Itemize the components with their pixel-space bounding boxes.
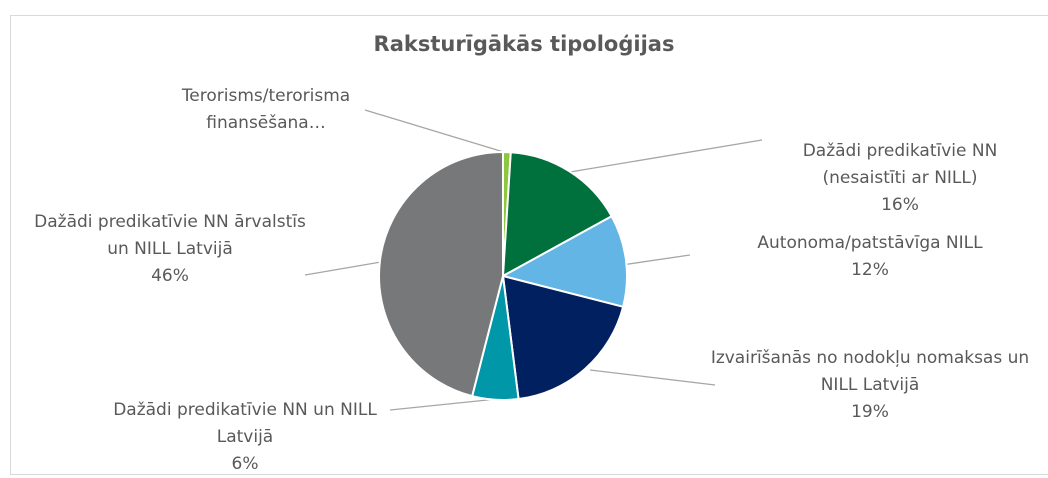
chart <box>304 109 763 411</box>
page: Raksturīgākās tipoloģijas {"chart_data":… <box>10 15 1048 475</box>
leader-line <box>364 109 508 154</box>
data-label: Dažādi predikatīvie NN ārvalstīs un NILL… <box>30 209 310 290</box>
category-label: Autonoma/patstāvīga NILL <box>757 233 983 253</box>
data-label: Autonoma/patstāvīga NILL 12% <box>700 230 1040 284</box>
data-label: Terorisms/terorisma finansēšana… <box>150 83 382 137</box>
category-label: Dažādi predikatīvie NN un NILL Latvijā <box>113 400 377 447</box>
value-label: 6% <box>231 454 259 474</box>
value-label: 12% <box>851 260 889 280</box>
leader-line <box>389 398 498 411</box>
value-label: 19% <box>851 402 889 422</box>
category-label: Terorisms/terorisma finansēšana… <box>181 86 351 133</box>
pie <box>378 150 628 401</box>
leader-line <box>621 254 691 266</box>
leader-lines <box>304 109 763 411</box>
data-label: Dažādi predikatīvie NN (nesaistīti ar NI… <box>770 138 1030 219</box>
pie-slice <box>500 214 628 309</box>
leader-line <box>569 139 763 173</box>
category-label: Dažādi predikatīvie NN (nesaistīti ar NI… <box>802 141 998 188</box>
pie-slice <box>378 150 504 398</box>
leader-line <box>304 261 382 276</box>
data-label: Izvairīšanās no nodokļu nomaksas un NILL… <box>700 345 1040 426</box>
category-label: Izvairīšanās no nodokļu nomaksas un NILL… <box>710 348 1030 395</box>
category-label: Dažādi predikatīvie NN ārvalstīs un NILL… <box>34 212 306 259</box>
value-label: 46% <box>151 266 189 286</box>
value-label: 16% <box>881 195 919 215</box>
leader-line <box>589 369 716 386</box>
chart-title: Raksturīgākās tipoloģijas <box>373 32 675 56</box>
data-label: Dažādi predikatīvie NN un NILL Latvijā 6% <box>100 397 390 478</box>
pie-slice <box>501 274 625 401</box>
pie-slice <box>501 151 614 278</box>
